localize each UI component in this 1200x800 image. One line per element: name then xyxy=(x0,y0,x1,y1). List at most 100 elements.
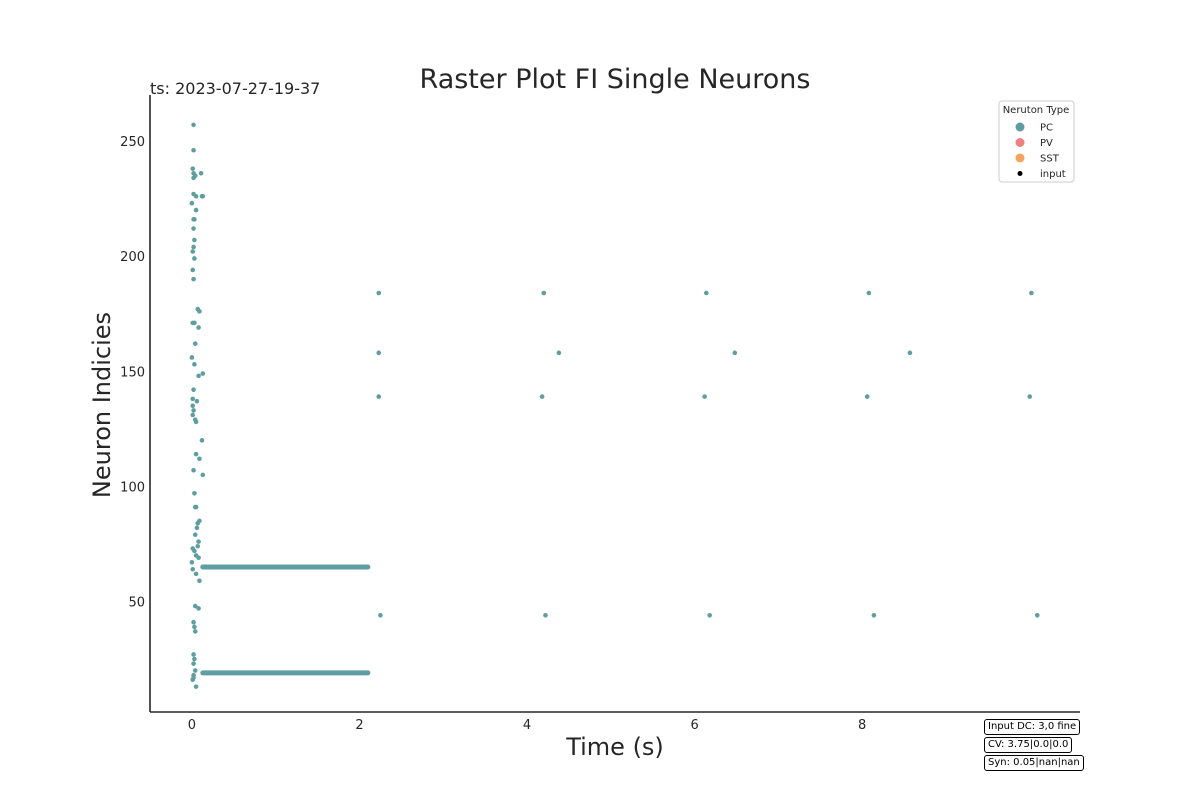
y-ticks: 50 100 150 200 250 xyxy=(120,135,145,610)
spike-point xyxy=(197,456,202,462)
spike-point xyxy=(192,629,198,634)
spike-point xyxy=(191,217,196,222)
spike-point xyxy=(192,603,198,609)
legend-label-pc: PC xyxy=(1040,123,1053,134)
chart-title: Raster Plot FI Single Neurons xyxy=(420,64,811,95)
legend-entries: PC PV SST input xyxy=(1015,122,1066,180)
spike-point xyxy=(376,290,382,296)
x-axis-label: Time (s) xyxy=(565,733,664,761)
spike-point xyxy=(732,350,738,356)
spike-point xyxy=(189,200,195,206)
spike-point xyxy=(871,613,877,618)
spike-point xyxy=(196,373,201,379)
spike-point xyxy=(1029,290,1034,296)
legend-marker-pv xyxy=(1015,138,1025,147)
spike-point xyxy=(190,403,196,409)
spike-point xyxy=(191,244,196,250)
legend-label-sst: SST xyxy=(1040,154,1060,165)
spike-point xyxy=(190,267,196,273)
spike-point xyxy=(190,166,196,171)
spike-point xyxy=(191,661,196,666)
x-tick-label: 8 xyxy=(858,718,866,733)
spike-point xyxy=(378,613,383,618)
spike-point xyxy=(196,539,201,544)
spike-point xyxy=(866,290,872,296)
spike-point xyxy=(193,451,199,457)
spike-point xyxy=(195,520,201,526)
spike-point xyxy=(541,290,547,296)
spike-point xyxy=(192,668,198,673)
spike-point xyxy=(191,226,196,231)
spike-point xyxy=(199,438,205,443)
y-tick-label: 150 xyxy=(120,365,145,380)
spike-point xyxy=(192,532,198,538)
spike-point xyxy=(192,256,197,261)
timestamp-label: ts: 2023-07-27-19-37 xyxy=(150,79,320,98)
x-tick-label: 4 xyxy=(523,718,531,733)
x-ticks: 0 2 4 6 8 xyxy=(188,718,867,733)
spike-point xyxy=(189,560,195,565)
x-tick-label: 0 xyxy=(188,718,196,733)
spike-point xyxy=(191,619,196,625)
y-axis-label: Neuron Indicies xyxy=(88,312,116,498)
spike-point xyxy=(195,543,201,549)
spike-point xyxy=(191,276,196,282)
spike-points xyxy=(189,122,1040,689)
legend-marker-pc xyxy=(1015,122,1025,132)
spike-point xyxy=(191,408,196,413)
spike-point xyxy=(191,147,196,153)
spike-point xyxy=(197,578,202,584)
spike-point xyxy=(196,325,201,330)
spike-point xyxy=(539,394,545,399)
spike-point xyxy=(190,566,196,572)
spike-point xyxy=(191,467,196,473)
spike-point xyxy=(1034,613,1040,618)
legend-marker-input xyxy=(1017,171,1023,176)
spike-point xyxy=(193,207,199,213)
spike-point xyxy=(190,412,196,418)
spike-point xyxy=(196,555,201,561)
spike-point xyxy=(1027,394,1033,399)
spike-point xyxy=(191,175,196,181)
legend: Neruton Type PC PV SST input xyxy=(998,100,1075,183)
spike-point xyxy=(193,504,199,510)
y-tick-label: 50 xyxy=(128,595,145,610)
spike-point xyxy=(704,290,709,296)
spike-point xyxy=(193,193,199,199)
spike-point xyxy=(193,419,199,425)
spike-point xyxy=(191,652,196,657)
spike-bands xyxy=(200,564,371,676)
spike-point xyxy=(192,362,197,367)
x-tick-label: 2 xyxy=(355,718,363,733)
legend-label-pv: PV xyxy=(1040,138,1053,149)
spike-point xyxy=(197,309,202,314)
x-tick-label: 6 xyxy=(690,718,698,733)
spike-point xyxy=(376,394,382,399)
spike-point xyxy=(707,613,712,618)
y-tick-label: 100 xyxy=(120,480,145,495)
info-syn: Syn: 0.05|nan|nan xyxy=(984,755,1084,771)
spike-point xyxy=(194,398,200,404)
spike-point xyxy=(196,606,201,611)
spike-point xyxy=(190,249,196,254)
spike-point xyxy=(192,624,197,630)
spike-point xyxy=(192,656,197,662)
legend-label-input: input xyxy=(1040,169,1066,180)
spike-point xyxy=(864,394,870,399)
spike-point xyxy=(193,571,199,577)
spike-point xyxy=(200,193,206,199)
legend-title: Neruton Type xyxy=(1003,105,1070,116)
y-tick-label: 200 xyxy=(120,250,145,265)
spike-point xyxy=(198,170,204,176)
spike-point xyxy=(194,525,200,531)
spike-point xyxy=(190,396,196,402)
spike-point xyxy=(190,677,196,683)
spike-point xyxy=(191,122,196,128)
spike-point xyxy=(556,350,562,356)
spike-point xyxy=(192,548,197,554)
spike-point xyxy=(191,387,196,392)
spike-point xyxy=(189,355,195,360)
y-tick-label: 250 xyxy=(120,135,145,150)
spike-point xyxy=(376,350,382,356)
